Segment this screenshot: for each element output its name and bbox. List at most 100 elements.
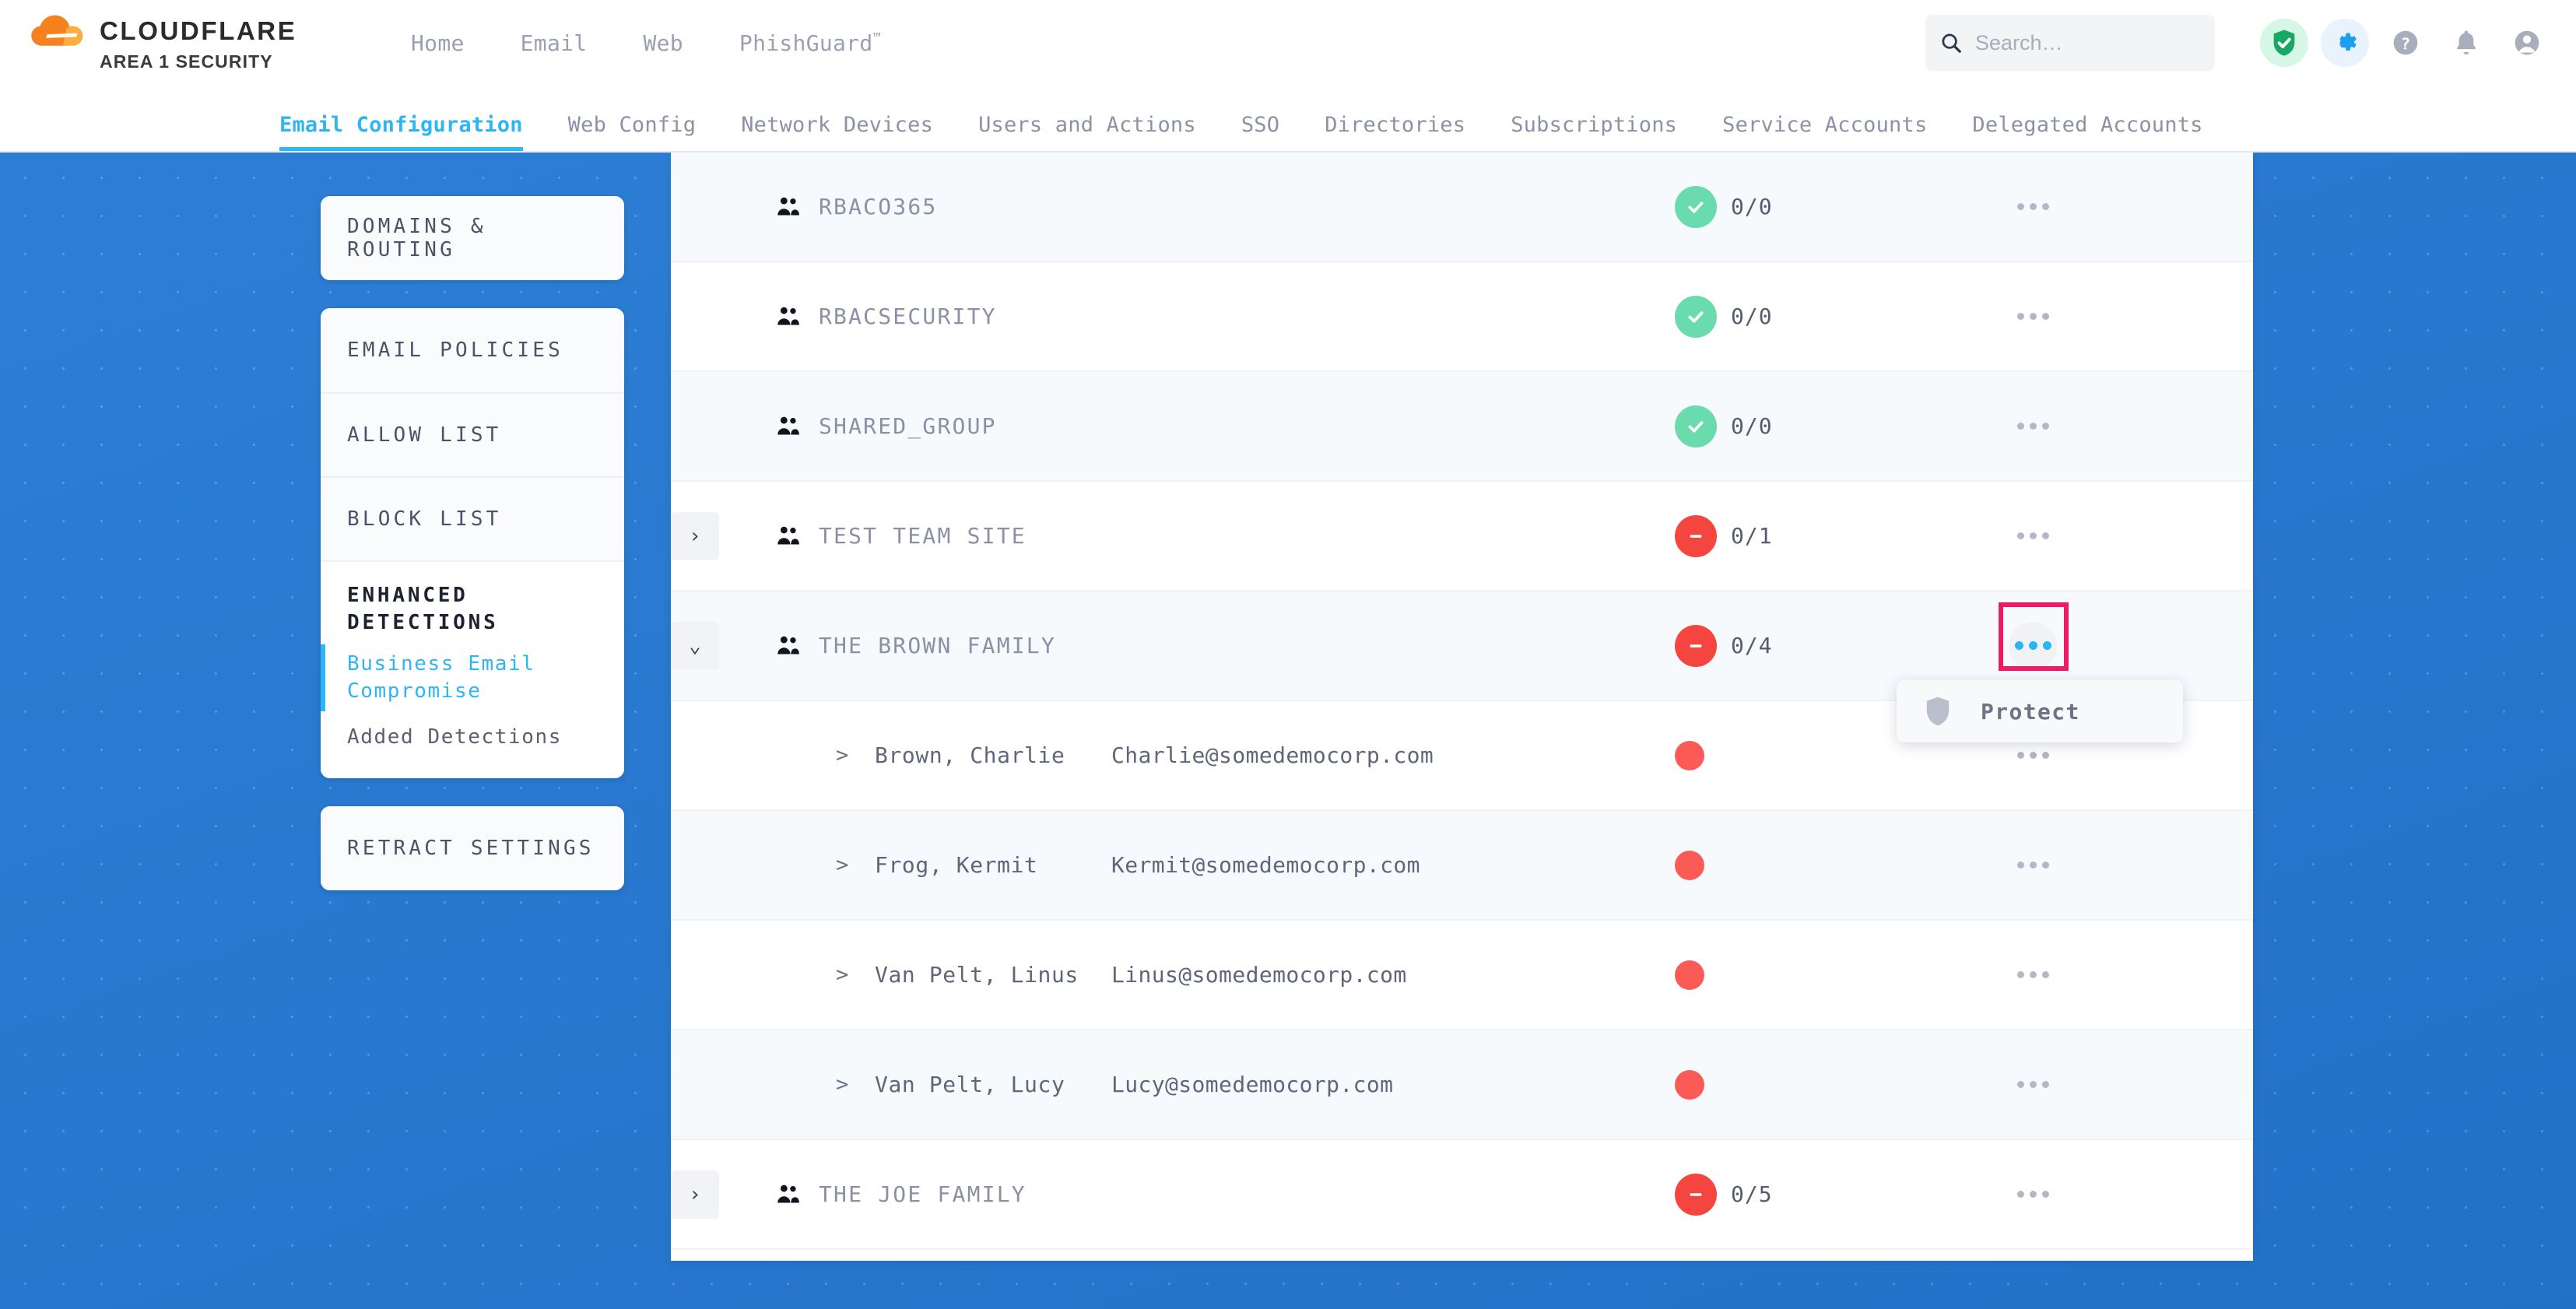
table-row[interactable]: › THE JOE FAMILY 0/5 [671, 1140, 2253, 1250]
status-badge [1675, 740, 1704, 770]
left-sidebar: DOMAINS & ROUTING EMAIL POLICIES ALLOW L… [321, 196, 624, 918]
status-unprotected-dot-icon [1675, 740, 1704, 770]
nav-label: PhishGuard [739, 30, 873, 56]
tab-network-devices[interactable]: Network Devices [718, 113, 956, 151]
brand-logo[interactable]: CLOUDFLARE AREA 1 SECURITY [28, 14, 332, 72]
shield-icon [1926, 697, 1950, 726]
row-more-actions-button[interactable] [2009, 512, 2057, 560]
expand-chevron-right-icon-button[interactable]: › [671, 1170, 719, 1219]
tab-delegated-accounts[interactable]: Delegated Accounts [1950, 113, 2225, 151]
status-badge: 0/0 [1675, 185, 1773, 228]
row-more-actions-button[interactable] [2009, 951, 2057, 999]
chevron-right-icon: › [689, 524, 701, 548]
row-more-actions-button-active[interactable] [2009, 621, 2057, 670]
sidebar-item-label: DOMAINS & ROUTING [347, 215, 486, 261]
sidebar-item-block-list[interactable]: BLOCK LIST [321, 476, 624, 560]
table-row[interactable]: > Frog, Kermit Kermit@somedemocorp.com [671, 811, 2253, 921]
nav-label: Web [643, 30, 683, 56]
tab-label: Web Config [567, 113, 697, 137]
row-more-actions-button[interactable] [2009, 183, 2057, 231]
top-header-bar: CLOUDFLARE AREA 1 SECURITY Home Email We… [0, 0, 2576, 86]
status-ok-icon [1675, 405, 1717, 447]
tab-web-config[interactable]: Web Config [546, 113, 719, 151]
status-unprotected-dot-icon [1675, 850, 1704, 880]
cloudflare-cloud-icon [31, 15, 83, 46]
bell-icon-button[interactable] [2442, 19, 2490, 67]
group-name: THE BROWN FAMILY [819, 633, 1056, 658]
member-email: Linus@somedemocorp.com [1111, 962, 1407, 988]
status-badge: 0/1 [1675, 514, 1773, 557]
member-arrow-icon: > [836, 743, 849, 767]
status-badge: 0/0 [1675, 405, 1773, 447]
tab-directories[interactable]: Directories [1302, 113, 1488, 151]
table-row[interactable]: > Van Pelt, Linus Linus@somedemocorp.com [671, 921, 2253, 1030]
row-actions-dropdown-menu[interactable]: Protect [1897, 680, 2183, 742]
table-row[interactable]: SHARED_GROUP 0/0 [671, 372, 2253, 482]
sidebar-item-allow-list[interactable]: ALLOW LIST [321, 392, 624, 476]
tab-label: Users and Actions [978, 113, 1196, 137]
sidebar-item-domains-routing[interactable]: DOMAINS & ROUTING [321, 196, 624, 280]
gear-icon-button[interactable] [2321, 19, 2369, 67]
sidebar-item-retract-settings[interactable]: RETRACT SETTINGS [321, 805, 624, 890]
table-row[interactable]: RBACSECURITY 0/0 [671, 262, 2253, 372]
row-more-actions-button[interactable] [2009, 402, 2057, 451]
search-icon [1942, 33, 1961, 53]
status-blocked-icon [1675, 1173, 1717, 1216]
table-row[interactable]: RBACO365 0/0 [671, 153, 2253, 262]
status-badge [1675, 960, 1704, 990]
tab-sso[interactable]: SSO [1219, 113, 1302, 151]
member-name: Van Pelt, Lucy [875, 1072, 1065, 1097]
row-more-actions-button[interactable] [2009, 1170, 2057, 1219]
user-avatar-icon-button[interactable] [2503, 19, 2551, 67]
sidebar-item-added-detections[interactable]: Added Detections [321, 714, 624, 778]
group-people-icon [777, 1184, 799, 1202]
row-more-actions-button[interactable] [2009, 1061, 2057, 1109]
member-email: Lucy@somedemocorp.com [1111, 1072, 1394, 1097]
nav-item-phishguard[interactable]: PhishGuard™ [711, 30, 909, 56]
group-name: SHARED_GROUP [819, 413, 997, 439]
expand-chevron-right-icon-button[interactable]: › [671, 511, 719, 560]
tab-email-configuration[interactable]: Email Configuration [257, 113, 546, 151]
sidebar-item-email-policies[interactable]: EMAIL POLICIES [321, 308, 624, 392]
tab-service-accounts[interactable]: Service Accounts [1700, 113, 1950, 151]
sidebar-item-label: RETRACT SETTINGS [347, 836, 595, 860]
table-row[interactable]: > Brown, Charlie Charlie@somedemocorp.co… [671, 701, 2253, 811]
member-email: Charlie@somedemocorp.com [1111, 742, 1434, 768]
table-row[interactable]: > Van Pelt, Lucy Lucy@somedemocorp.com [671, 1030, 2253, 1140]
member-name: Van Pelt, Linus [875, 962, 1079, 988]
nav-item-web[interactable]: Web [615, 30, 711, 56]
help-icon-button[interactable]: ? [2381, 19, 2430, 67]
sidebar-item-label: ALLOW LIST [347, 423, 502, 447]
primary-nav: Home Email Web PhishGuard™ [383, 30, 909, 56]
group-people-icon [777, 416, 799, 434]
tab-users-and-actions[interactable]: Users and Actions [956, 113, 1219, 151]
group-people-icon [777, 307, 799, 325]
sidebar-item-label: BLOCK LIST [347, 507, 502, 531]
row-more-actions-button[interactable] [2009, 841, 2057, 890]
sidebar-item-business-email-compromise[interactable]: Business Email Compromise [321, 640, 624, 715]
table-row[interactable]: › TEST TEAM SITE 0/1 [671, 482, 2253, 591]
nav-item-home[interactable]: Home [383, 30, 493, 56]
tab-subscriptions[interactable]: Subscriptions [1488, 113, 1700, 151]
help-icon: ? [2393, 30, 2418, 55]
group-name: RBACSECURITY [819, 304, 997, 329]
status-count: 0/5 [1731, 1181, 1773, 1207]
search-box[interactable] [1925, 15, 2215, 71]
nav-item-email[interactable]: Email [493, 30, 616, 56]
status-badge: 0/4 [1675, 624, 1773, 667]
search-input[interactable] [1975, 30, 2185, 55]
tab-label: Directories [1325, 113, 1466, 137]
trademark-mark: ™ [872, 30, 882, 47]
shield-check-icon-button[interactable] [2260, 19, 2308, 67]
status-badge: 0/0 [1675, 295, 1773, 338]
row-more-actions-button[interactable] [2009, 732, 2057, 780]
collapse-chevron-down-icon-button[interactable]: ⌄ [671, 621, 719, 670]
nav-label: Email [520, 30, 588, 56]
gear-icon [2339, 33, 2357, 51]
row-more-actions-button[interactable] [2009, 293, 2057, 341]
chevron-right-icon: › [689, 1182, 701, 1206]
status-badge [1675, 1069, 1704, 1100]
group-name: THE JOE FAMILY [819, 1181, 1027, 1207]
member-name: Brown, Charlie [875, 742, 1065, 768]
status-badge: 0/5 [1675, 1173, 1773, 1216]
